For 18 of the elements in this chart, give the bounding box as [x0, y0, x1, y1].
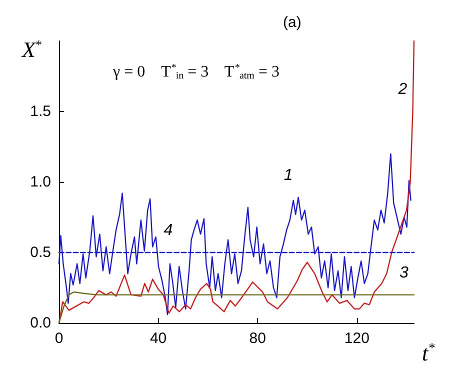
annotation: γ = 0 T*in = 3 T*atm = 3	[112, 62, 280, 82]
annotation: 1	[284, 167, 293, 184]
y-tick-label: 1.5	[30, 103, 51, 120]
annotation: 4	[164, 222, 173, 239]
y-tick-label: 0.0	[30, 314, 51, 332]
line-series	[58, 153, 412, 316]
x-tick-label: 120	[344, 330, 370, 347]
x-tick-label: 0	[54, 330, 64, 347]
x-axis-title: t*	[422, 340, 436, 366]
x-tick-label: 40	[150, 330, 167, 347]
x-tick-label: 80	[249, 330, 266, 347]
y-tick-label: 1.0	[30, 174, 51, 190]
annotation: 3	[400, 264, 409, 282]
y-axis-title: X*	[21, 37, 42, 62]
annotation: 2	[397, 81, 408, 98]
chart-title: (a)	[283, 14, 302, 31]
y-tick-label: 0.5	[30, 244, 51, 261]
line-series	[58, 40, 415, 324]
